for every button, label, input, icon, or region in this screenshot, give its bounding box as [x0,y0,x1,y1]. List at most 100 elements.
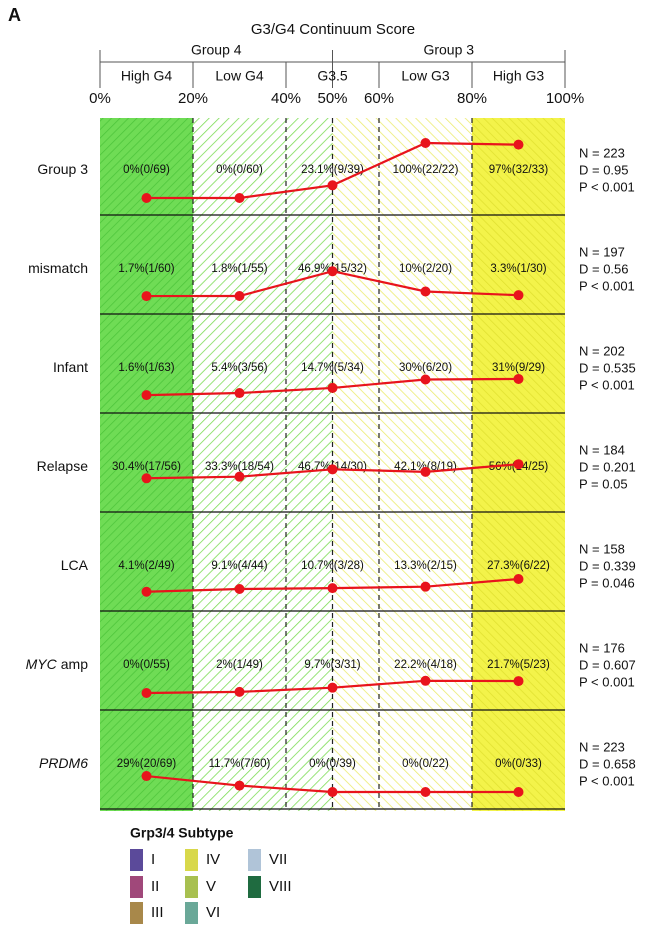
legend-label: VII [269,851,287,868]
value-label: 31%(9/29) [492,362,545,374]
chart-title: G3/G4 Continuum Score [251,21,415,38]
legend-label: VIII [269,878,292,895]
row-label: Group 3 [37,161,88,177]
value-label: 9.7%(3/31) [304,659,360,671]
row-label-part: Infant [53,359,88,375]
row-label-part: mismatch [28,260,88,276]
data-point [234,780,245,791]
row-stat: P < 0.001 [579,674,635,689]
row-stat: P = 0.046 [579,575,635,590]
data-point [234,193,245,203]
data-point [513,373,524,384]
value-label: 22.2%(4/18) [394,659,457,671]
data-point [327,464,338,475]
group-label: Group 3 [423,42,474,58]
value-label: 0%(0/39) [309,758,356,770]
value-label: 33.3%(18/54) [205,461,274,473]
value-label: 29%(20/69) [117,758,177,770]
value-label: 30.4%(17/56) [112,461,181,473]
legend-swatch [248,876,261,898]
legend-label: III [151,904,164,921]
row-label-part: Relapse [37,458,89,474]
data-point [513,290,524,301]
zone-label: Low G4 [215,68,263,84]
panel-label: A [8,5,21,25]
legend-label: V [206,878,216,895]
data-point [234,471,245,482]
legend-title: Grp3/4 Subtype [130,825,234,841]
value-label: 14.7%(5/34) [301,362,364,374]
data-point [420,374,431,385]
row-label-part: PRDM6 [39,755,88,771]
legend-swatch [248,849,261,871]
data-point [141,586,152,597]
data-point [141,771,152,782]
value-label: 0%(0/22) [402,758,449,770]
x-tick-label: 80% [457,90,487,107]
zone-label: High G4 [121,68,173,84]
value-label: 3.3%(1/30) [490,263,546,275]
row-stat: P < 0.001 [579,278,635,293]
value-label: 0%(0/60) [216,164,263,176]
data-point [141,291,152,302]
data-point [513,676,524,687]
data-point [234,583,245,594]
row-label: Infant [53,359,88,375]
value-label: 27.3%(6/22) [487,560,550,572]
row-label: Relapse [37,458,89,474]
value-label: 97%(32/33) [489,164,549,176]
data-point [327,180,338,191]
value-label: 10.7%(3/28) [301,560,364,572]
legend-label: II [151,878,159,895]
data-point [327,266,338,277]
data-point [141,390,152,401]
row-label-part: LCA [61,557,89,573]
zone-label: High G3 [493,68,545,84]
legend-swatch [130,849,143,871]
data-point [420,286,431,297]
value-label: 100%(22/22) [393,164,459,176]
row-stat: D = 0.95 [579,162,629,177]
data-point [141,193,152,203]
value-label: 11.7%(7/60) [209,758,271,770]
value-label: 2%(1/49) [216,659,263,671]
value-label: 1.7%(1/60) [118,263,174,275]
value-label: 0%(0/55) [123,659,170,671]
value-label: 1.8%(1/55) [211,263,267,275]
group-label: Group 4 [191,42,242,58]
data-point [327,787,338,797]
data-point [234,388,245,399]
data-point [513,459,524,470]
data-point [141,473,152,484]
row-label-part: MYC [26,656,58,672]
data-point [513,139,524,150]
x-tick-label: 0% [89,90,111,107]
row-stat: P < 0.001 [579,773,635,788]
x-tick-label: 40% [271,90,301,107]
row-stat: N = 223 [579,145,625,160]
value-label: 0%(0/69) [123,164,170,176]
legend-swatch [130,876,143,898]
data-point [420,787,431,797]
legend-label: VI [206,904,220,921]
row-stat: N = 184 [579,442,625,457]
data-point [327,682,338,693]
x-tick-label: 50% [317,90,347,107]
value-label: 0%(0/33) [495,758,542,770]
x-tick-label: 100% [546,90,584,107]
row-stat: D = 0.201 [579,459,636,474]
row-stat: P = 0.05 [579,476,628,491]
row-stat: N = 158 [579,541,625,556]
value-label: 10%(2/20) [399,263,452,275]
value-label: 4.1%(2/49) [118,560,174,572]
row-label-part: Group 3 [37,161,88,177]
data-point [327,382,338,393]
value-label: 23.1%(9/39) [301,164,364,176]
zone-label: G3.5 [317,68,348,84]
data-point [327,583,338,594]
row-stat: D = 0.56 [579,261,629,276]
row-stat: N = 202 [579,343,625,358]
row-stat: D = 0.339 [579,558,636,573]
row-stat: N = 197 [579,244,625,259]
